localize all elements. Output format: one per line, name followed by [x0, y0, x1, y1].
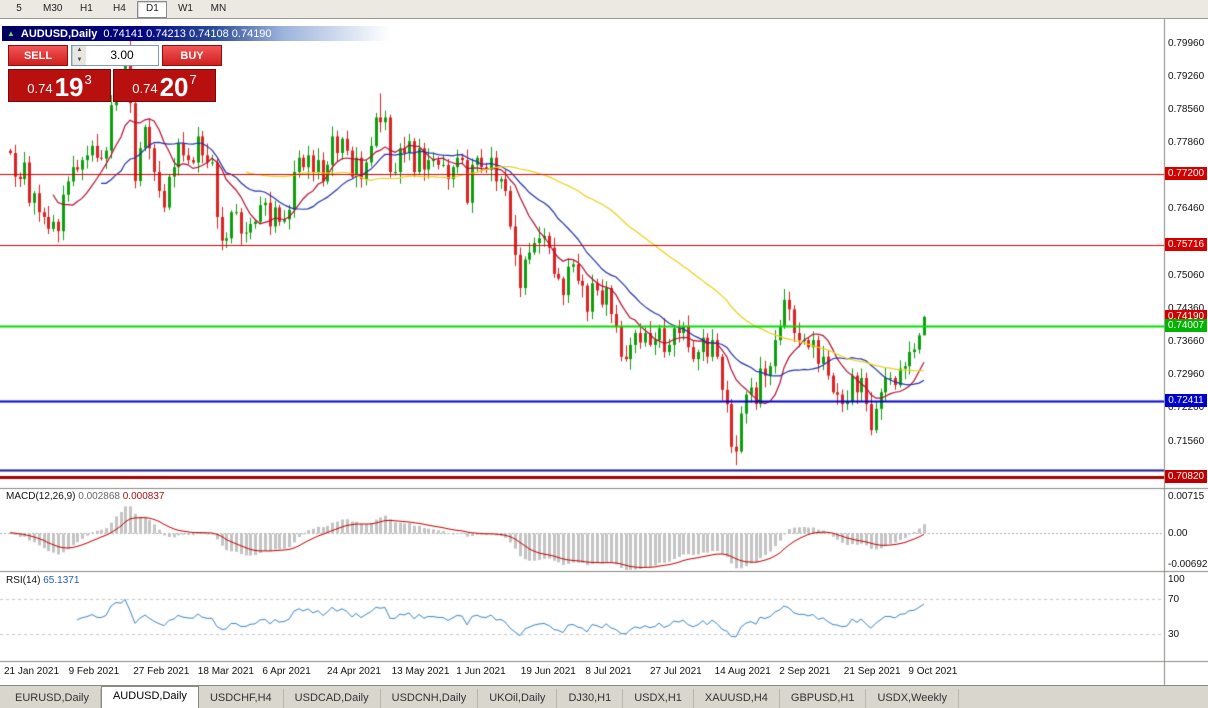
price-axis-label: 0.79260	[1168, 70, 1205, 82]
price-tag: 0.74007	[1165, 318, 1207, 332]
timeframe-button-mn[interactable]: MN	[210, 2, 227, 14]
date-axis-label: 14 Aug 2021	[714, 666, 771, 677]
chart-tab-eurusd-daily[interactable]: EURUSD,Daily	[4, 689, 101, 708]
rsi-axis-label: 30	[1168, 628, 1180, 640]
chart-tab-dj30-h1[interactable]: DJ30,H1	[557, 689, 624, 708]
chart-ohlc-values: 0.74141 0.74213 0.74108 0.74190	[103, 27, 272, 40]
chart-tab-bar: EURUSD,Daily AUDUSD,Daily USDCHF,H4 USDCAD,…	[0, 685, 1208, 708]
sell-button[interactable]: SELL	[8, 45, 68, 66]
lot-size-field[interactable]: ▲ ▼ 3.00	[71, 45, 159, 66]
chart-tab-usdchf-h4[interactable]: USDCHF,H4	[199, 689, 284, 708]
macd-axis-label: 0.00715	[1168, 491, 1205, 502]
price-axis-label: 0.72260	[1168, 402, 1205, 414]
chart-tab-usdcnh-daily[interactable]: USDCNH,Daily	[381, 689, 479, 708]
buy-button[interactable]: BUY	[162, 45, 222, 66]
chart-tab-ukoil-daily[interactable]: UKOil,Daily	[478, 689, 558, 708]
price-axis-label: 0.74360	[1168, 302, 1205, 314]
lot-spinner-up-icon[interactable]: ▲	[73, 46, 86, 56]
timeframe-button-h1[interactable]: H1	[80, 2, 93, 14]
macd-main-value: 0.002868	[78, 491, 120, 502]
macd-name: MACD(12,26,9)	[6, 491, 76, 502]
rsi-axis-label: 70	[1168, 594, 1180, 606]
chart-tab-usdcad-daily[interactable]: USDCAD,Daily	[284, 689, 381, 708]
date-axis-label: 2 Sep 2021	[779, 666, 831, 677]
macd-axis-label: -0.00692	[1168, 559, 1208, 570]
buy-price-pipette: 7	[189, 72, 197, 87]
macd-axis-label: 0.00	[1168, 527, 1188, 539]
chart-tab-audusd-daily[interactable]: AUDUSD,Daily	[100, 686, 199, 708]
date-axis-label: 24 Apr 2021	[327, 666, 381, 677]
date-axis-label: 6 Apr 2021	[262, 666, 311, 677]
price-tag: 0.75716	[1165, 237, 1207, 251]
price-tag: 0.72411	[1165, 394, 1207, 408]
date-axis-label: 21 Sep 2021	[843, 666, 901, 677]
price-tag: 0.77200	[1165, 167, 1207, 181]
timeframe-button-w1[interactable]: W1	[177, 2, 193, 14]
buy-price-display[interactable]: 0.74 20 7	[113, 69, 216, 102]
price-axis-label: 0.75060	[1168, 269, 1205, 281]
price-axis-label: 0.71560	[1168, 435, 1205, 447]
date-axis-label: 9 Feb 2021	[68, 666, 120, 677]
buy-price-prefix: 0.74	[132, 81, 158, 96]
timeframe-toolbar: 5 M30 H1 H4 D1 W1 MN	[0, 0, 1208, 19]
price-axis-label: 0.76460	[1168, 203, 1205, 215]
rsi-indicator-label: RSI(14) 65.1371	[6, 575, 79, 586]
buy-price-big: 20	[159, 72, 189, 102]
sell-price-pipette: 3	[84, 72, 92, 87]
one-click-expand-icon[interactable]: ▲	[7, 28, 15, 38]
macd-indicator-label: MACD(12,26,9) 0.002868 0.000837	[6, 491, 164, 502]
lot-spinner: ▲ ▼	[72, 46, 86, 65]
timeframe-button-5[interactable]: 5	[16, 2, 22, 14]
price-axis-label: 0.72960	[1168, 369, 1205, 381]
price-axis-label: 0.77860	[1168, 137, 1205, 149]
timeframe-button-m30[interactable]: M30	[43, 2, 63, 14]
rsi-axis-label: 100	[1168, 574, 1185, 585]
chart-symbol: AUDUSD,Daily	[20, 27, 98, 40]
timeframe-button-d1[interactable]: D1	[137, 0, 168, 18]
lot-spinner-down-icon[interactable]: ▼	[73, 55, 86, 65]
macd-signal-value: 0.000837	[122, 491, 165, 502]
date-axis-label: 13 May 2021	[391, 666, 450, 677]
sell-price-big: 19	[54, 72, 84, 102]
date-axis-label: 18 Mar 2021	[197, 666, 254, 677]
date-axis-label: 19 Jun 2021	[520, 666, 576, 677]
sell-price-display[interactable]: 0.74 19 3	[8, 69, 111, 102]
price-axis-label: 0.78560	[1168, 103, 1205, 115]
chart-tab-usdx-h1[interactable]: USDX,H1	[623, 689, 694, 708]
date-axis-label: 1 Jun 2021	[456, 666, 506, 677]
chart-tab-gbpusd-h1[interactable]: GBPUSD,H1	[780, 689, 867, 708]
rsi-value: 65.1371	[43, 575, 80, 586]
price-axis-label: 0.73660	[1168, 336, 1205, 348]
date-axis-label: 8 Jul 2021	[585, 666, 632, 677]
date-axis-label: 27 Feb 2021	[133, 666, 190, 677]
date-axis-label: 21 Jan 2021	[4, 666, 60, 677]
sell-price-prefix: 0.74	[27, 81, 53, 96]
chart-title-bar: ▲ AUDUSD,Daily 0.74141 0.74213 0.74108 0…	[2, 26, 487, 41]
timeframe-button-h4[interactable]: H4	[113, 2, 126, 14]
lot-size-value[interactable]: 3.00	[110, 48, 134, 62]
price-axis-label: 0.79960	[1168, 37, 1205, 49]
date-axis-label: 27 Jul 2021	[650, 666, 702, 677]
chart-tab-xauusd-h4[interactable]: XAUUSD,H4	[694, 689, 780, 708]
chart-tab-usdx-weekly[interactable]: USDX,Weekly	[866, 689, 959, 708]
price-tag: 0.70820	[1165, 469, 1207, 483]
date-axis-label: 9 Oct 2021	[908, 666, 958, 677]
rsi-name: RSI(14)	[6, 575, 41, 586]
one-click-trade-panel: SELL ▲ ▼ 3.00 BUY 0.74 19 3 0.74 20 7	[8, 45, 222, 102]
